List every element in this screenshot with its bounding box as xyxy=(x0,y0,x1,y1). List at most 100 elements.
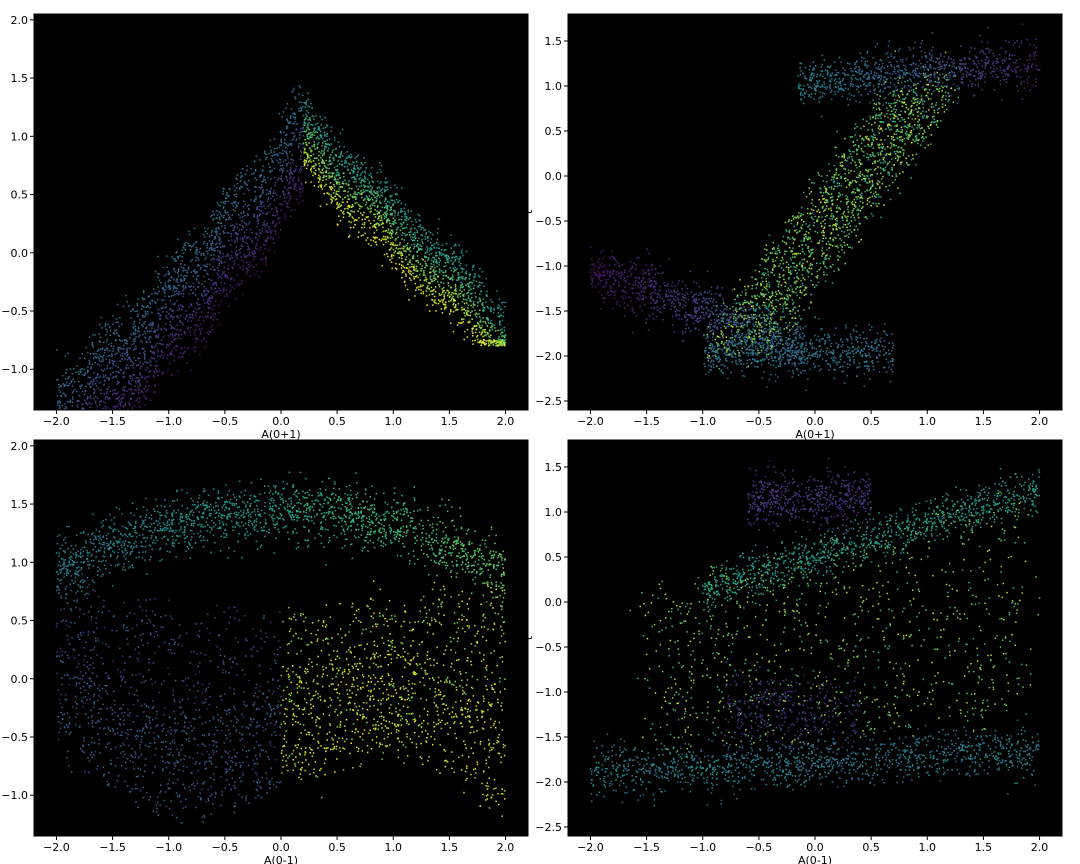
scatter-point xyxy=(672,316,674,318)
scatter-point xyxy=(274,199,276,201)
scatter-point xyxy=(370,245,372,247)
scatter-point xyxy=(320,157,322,159)
scatter-point xyxy=(111,360,113,362)
scatter-point xyxy=(834,359,836,361)
scatter-point xyxy=(380,202,382,204)
scatter-point xyxy=(804,253,806,255)
scatter-point xyxy=(174,302,176,304)
scatter-point xyxy=(773,332,775,334)
scatter-point xyxy=(416,230,418,232)
scatter-point xyxy=(218,277,220,279)
scatter-point xyxy=(812,355,814,357)
scatter-point xyxy=(331,131,333,133)
scatter-point xyxy=(444,294,446,296)
scatter-point xyxy=(452,263,454,265)
scatter-point xyxy=(461,271,463,273)
scatter-point xyxy=(771,319,773,321)
scatter-point xyxy=(392,205,394,207)
scatter-point xyxy=(303,115,305,117)
scatter-point xyxy=(499,324,501,326)
scatter-point xyxy=(357,155,359,157)
scatter-point xyxy=(206,264,208,266)
scatter-point xyxy=(104,380,106,382)
scatter-point xyxy=(493,344,495,346)
scatter-point xyxy=(186,270,188,272)
scatter-point xyxy=(150,400,152,402)
scatter-point xyxy=(336,191,338,193)
scatter-point xyxy=(632,267,634,269)
scatter-point xyxy=(210,317,212,319)
scatter-point xyxy=(878,203,880,205)
scatter-point xyxy=(102,358,104,360)
scatter-point xyxy=(418,238,420,240)
scatter-point xyxy=(158,291,160,293)
scatter-point xyxy=(388,241,390,243)
scatter-point xyxy=(332,151,334,153)
scatter-point xyxy=(216,285,218,287)
scatter-point xyxy=(249,255,251,257)
scatter-point xyxy=(851,77,853,79)
scatter-point xyxy=(421,246,423,248)
scatter-point xyxy=(439,251,441,253)
scatter-point xyxy=(190,289,192,291)
scatter-point xyxy=(209,240,211,242)
scatter-point xyxy=(498,307,500,309)
scatter-point xyxy=(430,268,432,270)
scatter-point xyxy=(465,284,467,286)
scatter-point xyxy=(220,241,222,243)
scatter-point xyxy=(379,239,381,241)
scatter-point xyxy=(831,186,833,188)
scatter-point xyxy=(413,267,415,269)
scatter-point xyxy=(266,154,268,156)
scatter-point xyxy=(285,108,287,110)
scatter-point xyxy=(57,379,59,381)
scatter-point xyxy=(724,342,726,344)
scatter-point xyxy=(140,340,142,342)
scatter-point xyxy=(85,390,87,392)
scatter-point xyxy=(847,367,849,369)
scatter-point xyxy=(249,261,251,263)
scatter-point xyxy=(287,157,289,159)
scatter-point xyxy=(454,245,456,247)
scatter-point xyxy=(324,117,326,119)
scatter-point xyxy=(798,363,800,365)
scatter-point xyxy=(156,330,158,332)
scatter-point xyxy=(319,129,321,131)
scatter-point xyxy=(337,165,339,167)
scatter-point xyxy=(304,162,306,164)
scatter-point xyxy=(337,205,339,207)
scatter-point xyxy=(144,396,146,398)
scatter-point xyxy=(378,195,380,197)
scatter-point xyxy=(796,281,798,283)
scatter-point xyxy=(850,336,852,338)
scatter-point xyxy=(408,264,410,266)
scatter-point xyxy=(460,263,462,265)
scatter-point xyxy=(654,286,656,288)
scatter-point xyxy=(385,238,387,240)
scatter-point xyxy=(117,381,119,383)
scatter-point xyxy=(184,264,186,266)
scatter-point xyxy=(181,266,183,268)
scatter-point xyxy=(225,212,227,214)
scatter-point xyxy=(195,289,197,291)
scatter-point xyxy=(58,384,60,386)
scatter-point xyxy=(192,292,194,294)
scatter-point xyxy=(136,311,138,313)
scatter-point xyxy=(431,253,433,255)
scatter-point xyxy=(202,328,204,330)
scatter-point xyxy=(268,163,270,165)
scatter-point xyxy=(242,225,244,227)
scatter-point xyxy=(77,400,79,402)
scatter-point xyxy=(238,202,240,204)
scatter-point xyxy=(711,324,713,326)
scatter-point xyxy=(306,160,308,162)
scatter-point xyxy=(403,228,405,230)
scatter-point xyxy=(837,86,839,88)
scatter-point xyxy=(423,270,425,272)
scatter-point xyxy=(223,206,225,208)
scatter-point xyxy=(348,191,350,193)
scatter-point xyxy=(291,91,293,93)
scatter-point xyxy=(277,179,279,181)
scatter-point xyxy=(347,156,349,158)
scatter-point xyxy=(834,186,836,188)
